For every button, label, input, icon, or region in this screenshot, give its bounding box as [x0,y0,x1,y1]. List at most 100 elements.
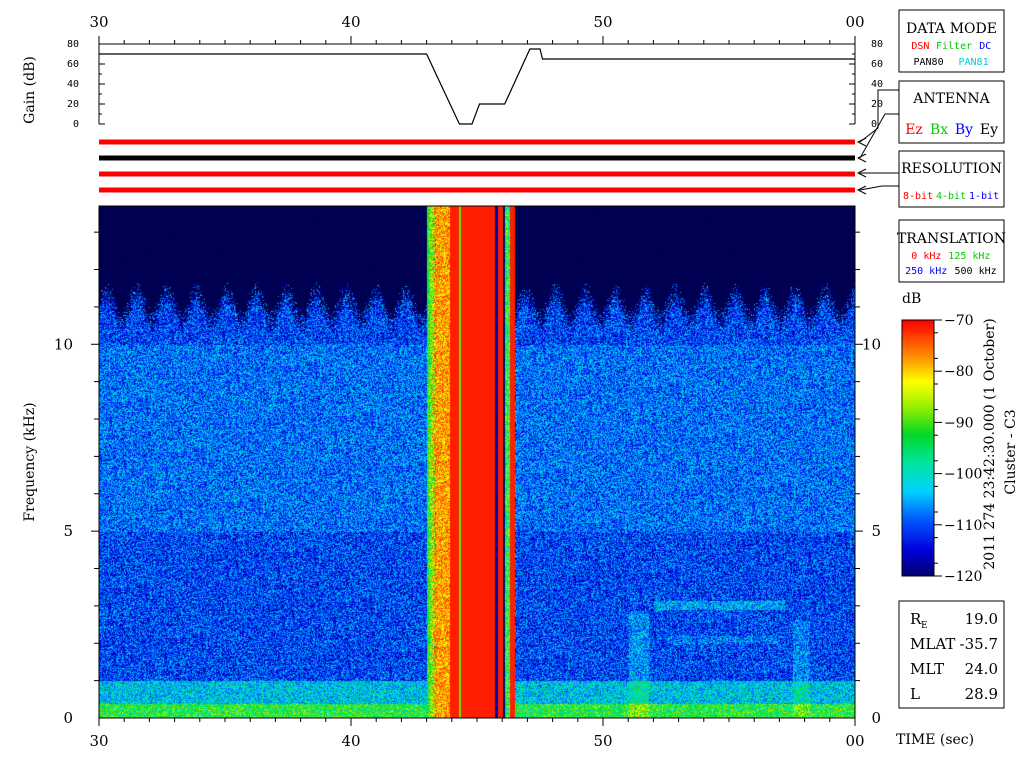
orbit-param-row: R E 19.0 [910,610,998,631]
legend-item: 8-bit [903,191,933,202]
legend-item: 1-bit [969,191,999,202]
bottom-time-tick-label: 30 [89,732,108,750]
colorbar-tick-label: −110 [944,518,982,534]
data-mode-row1: DSN Filter DC [911,41,991,52]
status-bars [99,139,855,193]
bottom-time-tick-label: 40 [341,732,360,750]
colorbar-image [902,320,934,576]
legend-item: DC [979,41,991,52]
colorbar-tick-label: −90 [944,415,974,431]
colorbar-tick-label: −100 [944,467,982,483]
data-mode-title: DATA MODE [906,21,997,37]
spectrogram-axes: 10 10 5 5 0 0 Frequency (kHz) [22,205,881,727]
freq-tick-label-left: 0 [63,709,73,727]
legend-item: Filter [936,41,972,52]
status-bar-2 [99,155,855,161]
gain-tick-label-left: 80 [67,39,79,50]
data-mode-frame [898,9,1005,73]
orbit-param-value: -35.7 [960,635,998,653]
antenna-frame [898,80,1005,144]
gain-tick-label-left: 20 [67,99,79,110]
translation-title: TRANSLATION [897,231,1006,247]
gain-tick-label-right: 80 [871,39,883,50]
time-axis-label: TIME (sec) [896,732,974,748]
orbit-param-row: L 28.9 [910,685,998,703]
data-mode-box: DATA MODE DSN Filter DC PAN80 PAN81 [898,9,1005,73]
legend-item: PAN81 [959,57,989,68]
antenna-box: ANTENNA Ez Bx By Ey [898,80,1005,144]
colorbar-unit-label: dB [902,291,921,307]
gain-trace [99,48,855,125]
colorbar-axis: dB −70 −80 −90 −100 −110 −120 [901,291,982,585]
data-mode-row2: PAN80 PAN81 [914,57,989,68]
resolution-box: RESOLUTION 8-bit 4-bit 1-bit [898,150,1005,208]
top-time-tick-label: 50 [593,13,612,31]
gain-tick-label-right: 20 [871,99,883,110]
orbit-params-box: R E 19.0 MLAT -35.7 MLT 24.0 L 28.9 [898,600,1005,709]
colorbar-tick-label: −70 [944,313,974,329]
orbit-param-value: 19.0 [965,610,998,628]
legend-item: 500 kHz [955,266,997,277]
colorbar-frame [901,319,935,577]
status-bar-3 [99,171,855,177]
gain-tick-label-right: 40 [871,79,883,90]
bottom-time-tick-label: 00 [845,732,864,750]
connector-line [859,185,899,191]
status-bar-1 [99,139,855,145]
orbit-param-name: MLAT [910,635,955,653]
top-time-tick-label: 30 [89,13,108,31]
connector-line [859,89,899,143]
spacecraft-side-label: Cluster - C3 [1003,409,1019,494]
antenna-item: Bx [930,122,948,138]
legend-item: DSN [911,41,929,52]
status-bar-4 [99,187,855,193]
resolution-frame [898,150,1005,208]
freq-tick-label-right: 0 [871,709,881,727]
antenna-item: Ez [905,122,923,138]
timestamp-side-label: 2011 274 23:42:30.000 (1 October) [982,318,998,569]
resolution-title: RESOLUTION [901,161,1002,177]
freq-tick-label-left: 5 [63,522,73,540]
legend-item: 125 kHz [948,251,990,262]
spectrogram-frame [98,205,856,719]
antenna-item: Ey [980,122,998,138]
freq-tick-label-right: 5 [871,522,881,540]
frequency-axis-label: Frequency (kHz) [22,402,38,521]
resolution-items: 8-bit 4-bit 1-bit [903,191,999,202]
gain-tick-label-left: 60 [67,59,79,70]
gain-tick-label-right: 60 [871,59,883,70]
freq-tick-label-left: 10 [54,335,73,353]
legend-item: 0 kHz [911,251,941,262]
gain-tick-label-left: 40 [67,79,79,90]
orbit-params-frame [898,600,1005,709]
freq-tick-label-right: 10 [862,335,881,353]
connector-arrow [856,153,867,163]
gain-panel: 80 80 60 60 40 40 20 20 0 0 Gain (dB) [22,39,883,130]
connector-arrow [856,185,867,195]
orbit-param-subscript: E [921,621,928,631]
top-time-tick-label: 00 [845,13,864,31]
connector-arrow [856,168,867,178]
orbit-param-row: MLAT -35.7 [910,635,998,653]
antenna-item: By [955,122,973,138]
orbit-param-name: R [910,610,922,628]
connector-arrow [856,137,867,147]
bottom-time-axis: 30 40 50 00 TIME (sec) [89,718,974,750]
translation-row2: 250 kHz 500 kHz [905,266,997,277]
orbit-param-value: 28.9 [965,685,998,703]
colorbar-tick-label: −80 [944,364,974,380]
orbit-param-name: MLT [910,660,944,678]
gain-axis-label: Gain (dB) [22,56,38,124]
orbit-param-name: L [910,685,920,703]
translation-frame [898,219,1005,283]
spectrogram-image [99,206,855,718]
top-time-axis: 30 40 50 00 [89,13,865,45]
orbit-param-value: 24.0 [965,660,998,678]
legend-connectors [856,89,899,195]
translation-row1: 0 kHz 125 kHz [911,251,990,262]
colorbar-tick-label: −120 [944,569,982,585]
legend-item: 250 kHz [905,266,947,277]
